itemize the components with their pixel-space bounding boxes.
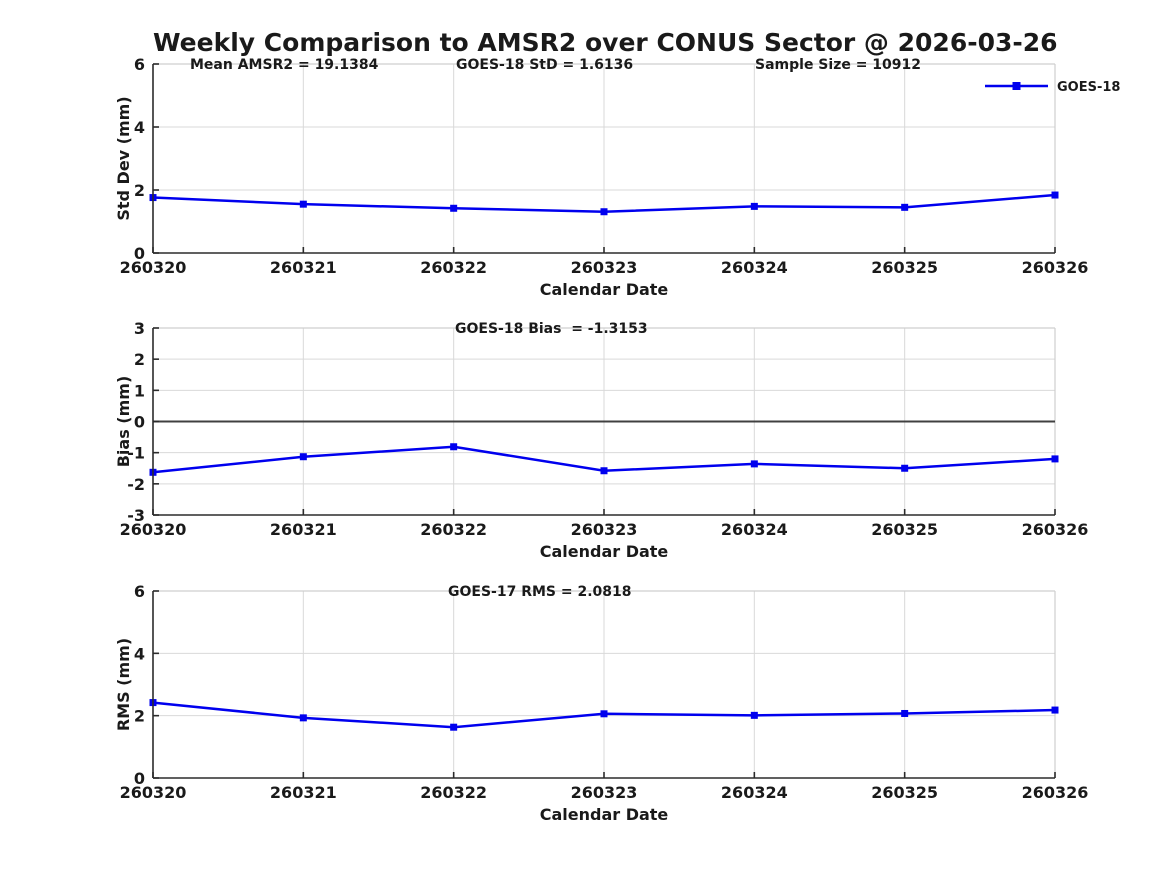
x-tick-label: 260320: [120, 258, 187, 277]
y-tick-label: 2: [134, 350, 145, 369]
x-tick-label: 260321: [270, 520, 337, 539]
data-point-marker: [1051, 455, 1059, 463]
data-point-marker: [750, 460, 758, 468]
annotation-text: GOES-17 RMS = 2.0818: [448, 584, 632, 600]
data-point-marker: [901, 203, 909, 211]
annotation-text: Sample Size = 10912: [755, 57, 921, 73]
x-tick-label: 260321: [270, 783, 337, 802]
y-tick-label: 2: [134, 707, 145, 726]
data-point-marker: [901, 709, 909, 717]
y-tick-label: 2: [134, 181, 145, 200]
data-point-marker: [1051, 191, 1059, 199]
legend-marker: [1012, 82, 1021, 90]
x-tick-label: 260324: [721, 258, 788, 277]
data-point-marker: [750, 202, 758, 210]
x-tick-label: 260323: [571, 258, 638, 277]
x-axis-label: Calendar Date: [540, 805, 669, 824]
data-point-marker: [1051, 706, 1059, 714]
data-point-marker: [299, 714, 307, 722]
data-point-marker: [299, 453, 307, 461]
y-axis-label: RMS (mm): [114, 638, 133, 731]
data-point-marker: [600, 710, 608, 718]
y-tick-label: -1: [127, 444, 145, 463]
x-tick-label: 260322: [420, 783, 487, 802]
x-axis-label: Calendar Date: [540, 542, 669, 561]
y-axis-label: Std Dev (mm): [114, 96, 133, 220]
x-tick-label: 260321: [270, 258, 337, 277]
data-point-marker: [450, 204, 458, 212]
x-tick-label: 260323: [571, 520, 638, 539]
x-tick-label: 260326: [1022, 783, 1089, 802]
x-tick-label: 260320: [120, 520, 187, 539]
x-tick-label: 260326: [1022, 520, 1089, 539]
data-point-marker: [299, 200, 307, 208]
x-tick-label: 260322: [420, 258, 487, 277]
x-tick-label: 260326: [1022, 258, 1089, 277]
y-tick-label: 4: [134, 118, 145, 137]
y-tick-label: 3: [134, 319, 145, 338]
annotation-text: GOES-18 StD = 1.6136: [456, 57, 633, 73]
y-tick-label: 0: [134, 244, 145, 263]
x-tick-label: 260324: [721, 520, 788, 539]
x-tick-label: 260323: [571, 783, 638, 802]
x-tick-label: 260325: [871, 258, 938, 277]
annotation-text: Mean AMSR2 = 19.1384: [190, 57, 379, 73]
data-point-marker: [901, 464, 909, 472]
y-tick-label: 0: [134, 769, 145, 788]
x-tick-label: 260325: [871, 520, 938, 539]
legend-label: GOES-18: [1057, 80, 1120, 95]
data-point-marker: [450, 723, 458, 731]
x-tick-label: 260322: [420, 520, 487, 539]
data-point-marker: [450, 443, 458, 451]
y-tick-label: -2: [127, 475, 145, 494]
x-axis-label: Calendar Date: [540, 280, 669, 299]
y-tick-label: -3: [127, 506, 145, 525]
y-tick-label: 4: [134, 644, 145, 663]
y-tick-label: 0: [134, 413, 145, 432]
y-axis-label: Bias (mm): [114, 376, 133, 468]
y-tick-label: 6: [134, 582, 145, 601]
x-tick-label: 260324: [721, 783, 788, 802]
x-tick-label: 260325: [871, 783, 938, 802]
data-point-marker: [750, 711, 758, 719]
data-point-marker: [600, 467, 608, 475]
annotation-text: GOES-18 Bias = -1.3153: [455, 321, 648, 337]
figure-title: Weekly Comparison to AMSR2 over CONUS Se…: [153, 28, 1058, 57]
x-tick-label: 260320: [120, 783, 187, 802]
data-point-marker: [600, 208, 608, 216]
y-tick-label: 6: [134, 55, 145, 74]
y-tick-label: 1: [134, 381, 145, 400]
